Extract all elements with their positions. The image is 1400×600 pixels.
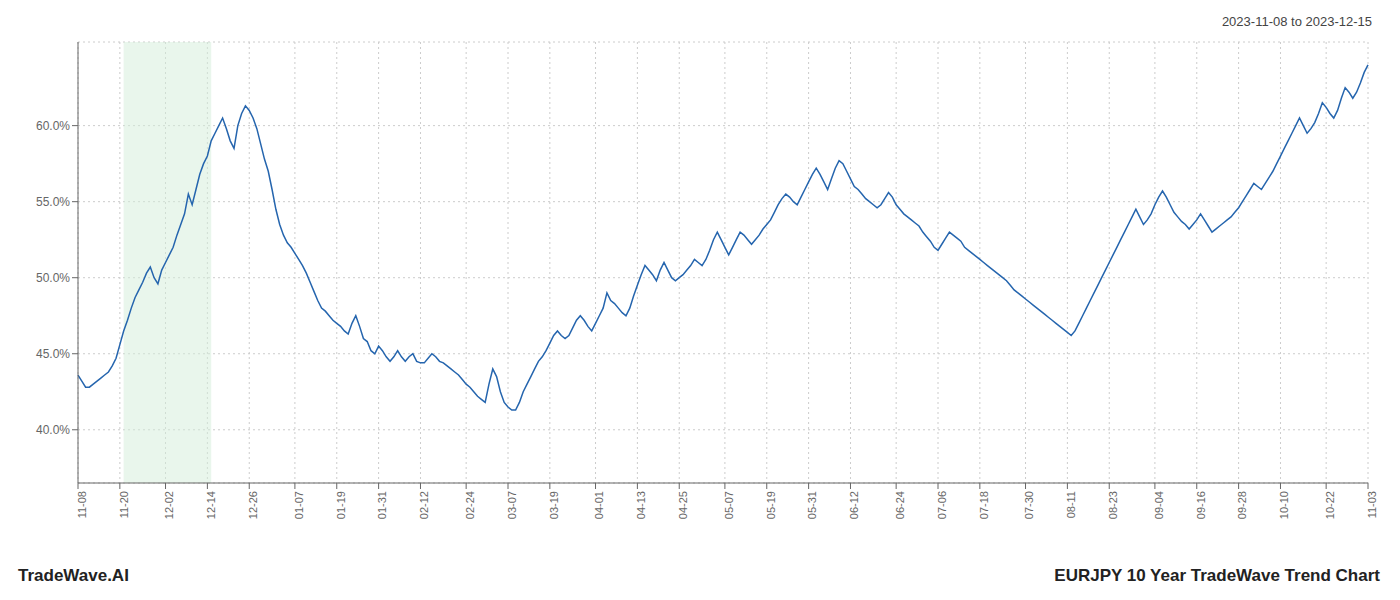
svg-text:40.0%: 40.0% bbox=[36, 423, 70, 437]
svg-text:12-02: 12-02 bbox=[163, 491, 175, 519]
svg-text:60.0%: 60.0% bbox=[36, 119, 70, 133]
svg-text:03-19: 03-19 bbox=[548, 491, 560, 519]
svg-text:02-24: 02-24 bbox=[464, 491, 476, 519]
svg-text:11-20: 11-20 bbox=[118, 491, 130, 518]
svg-text:12-26: 12-26 bbox=[247, 491, 259, 519]
svg-text:12-14: 12-14 bbox=[205, 491, 217, 519]
svg-text:04-01: 04-01 bbox=[593, 491, 605, 519]
svg-text:04-13: 04-13 bbox=[635, 491, 647, 519]
svg-text:07-18: 07-18 bbox=[978, 491, 990, 519]
svg-text:07-06: 07-06 bbox=[936, 491, 948, 519]
svg-text:07-30: 07-30 bbox=[1023, 491, 1035, 519]
svg-text:06-24: 06-24 bbox=[894, 491, 906, 519]
html-text:2023-11-08 to 2023-12-15: 2023-11-08 to 2023-12-15 bbox=[1221, 14, 1372, 29]
svg-text:50.0%: 50.0% bbox=[36, 271, 70, 285]
svg-text:03-07: 03-07 bbox=[506, 491, 518, 519]
svg-text:05-07: 05-07 bbox=[723, 491, 735, 519]
svg-text:01-07: 01-07 bbox=[293, 491, 305, 519]
svg-text:09-28: 09-28 bbox=[1236, 491, 1248, 519]
svg-text:08-23: 08-23 bbox=[1107, 491, 1119, 519]
svg-text:02-12: 02-12 bbox=[418, 491, 430, 519]
svg-text:01-31: 01-31 bbox=[376, 491, 388, 519]
svg-text:08-11: 08-11 bbox=[1065, 491, 1077, 518]
svg-text:05-31: 05-31 bbox=[806, 491, 818, 519]
svg-text:04-25: 04-25 bbox=[677, 491, 689, 519]
html-text:TradeWave.AI: TradeWave.AI bbox=[18, 566, 129, 585]
svg-text:55.0%: 55.0% bbox=[36, 195, 70, 209]
svg-text:05-19: 05-19 bbox=[765, 491, 777, 519]
svg-text:06-12: 06-12 bbox=[848, 491, 860, 519]
html-text:EURJPY 10 Year TradeWave Trend: EURJPY 10 Year TradeWave Trend Chart bbox=[1054, 566, 1380, 585]
svg-text:45.0%: 45.0% bbox=[36, 347, 70, 361]
svg-text:09-04: 09-04 bbox=[1153, 491, 1165, 519]
svg-text:10-22: 10-22 bbox=[1324, 491, 1336, 519]
svg-text:01-19: 01-19 bbox=[335, 491, 347, 519]
svg-text:11-03: 11-03 bbox=[1366, 491, 1378, 518]
svg-text:11-08: 11-08 bbox=[76, 491, 88, 518]
svg-text:10-10: 10-10 bbox=[1278, 491, 1290, 519]
svg-text:09-16: 09-16 bbox=[1195, 491, 1207, 519]
